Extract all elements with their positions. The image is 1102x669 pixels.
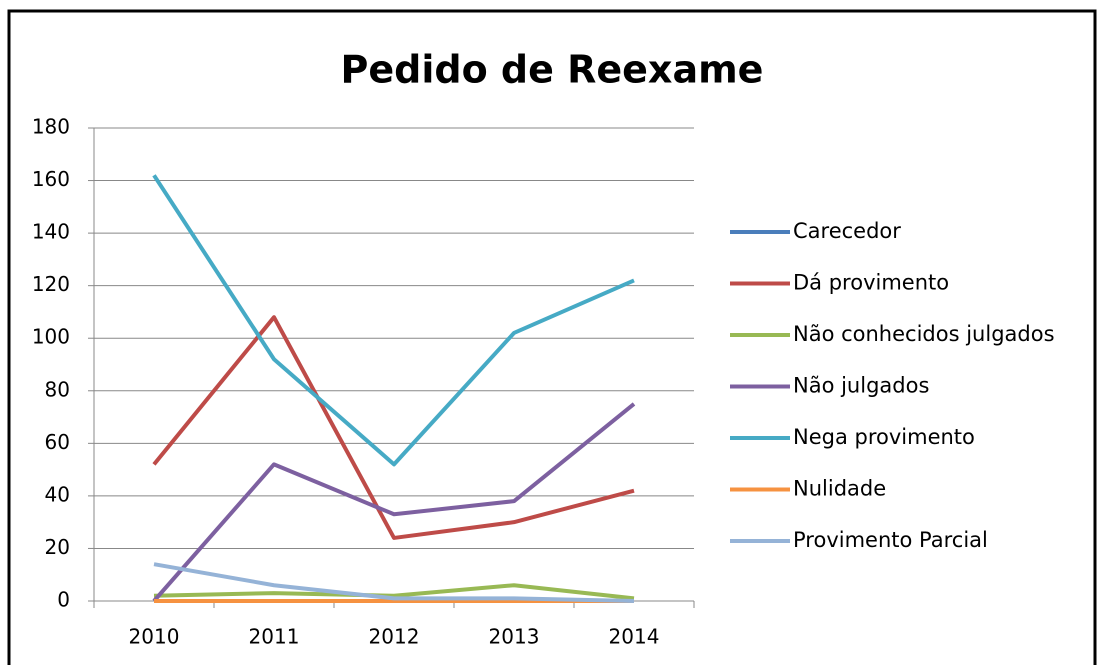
y-tick-label: 60 — [45, 430, 70, 454]
legend-label: Dá provimento — [793, 271, 949, 295]
y-tick-label: 180 — [32, 115, 70, 139]
series-line — [152, 315, 635, 540]
legend-label: Carecedor — [793, 219, 901, 243]
x-tick-label: 2014 — [609, 625, 660, 649]
series-line — [153, 583, 635, 601]
series-line — [152, 402, 636, 603]
y-tick-label: 100 — [32, 325, 70, 349]
y-tick-label: 160 — [32, 167, 70, 191]
y-tick-label: 40 — [45, 482, 70, 506]
legend-label: Não conhecidos julgados — [793, 322, 1055, 346]
series-line — [153, 562, 635, 603]
y-tick-label: 80 — [45, 377, 70, 401]
y-tick-label: 0 — [57, 588, 70, 612]
legend-label: Nulidade — [793, 477, 886, 501]
legend-label: Não julgados — [793, 374, 929, 398]
y-tick-label: 140 — [32, 220, 70, 244]
chart-title: Pedido de Reexame — [341, 48, 764, 92]
x-tick-label: 2012 — [369, 625, 420, 649]
y-tick-label: 20 — [45, 535, 70, 559]
legend-label: Provimento Parcial — [793, 528, 988, 552]
x-tick-label: 2013 — [489, 625, 540, 649]
legend-label: Nega provimento — [793, 425, 975, 449]
y-tick-label: 120 — [32, 272, 70, 296]
x-tick-label: 2010 — [129, 625, 180, 649]
x-tick-label: 2011 — [249, 625, 300, 649]
series-line — [152, 174, 635, 467]
